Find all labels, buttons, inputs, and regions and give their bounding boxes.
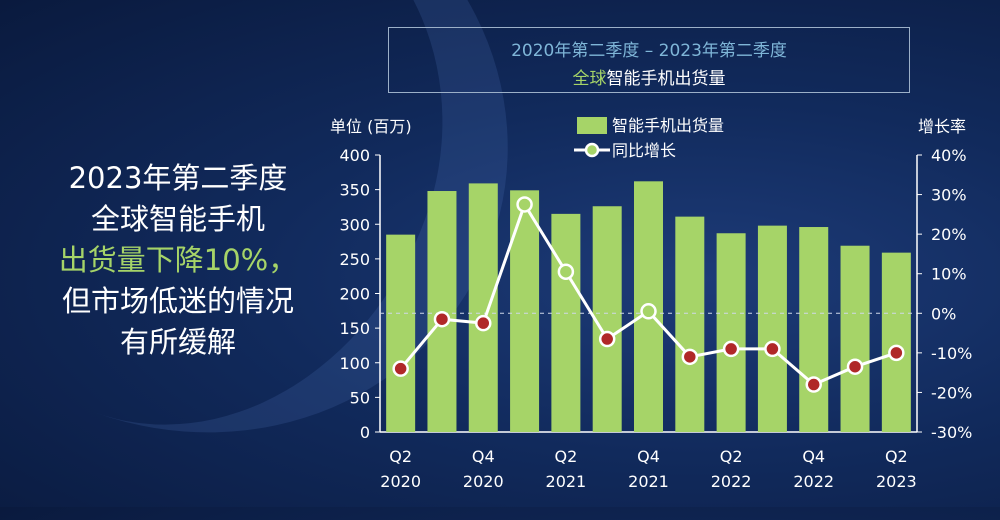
y-axis-title-right: 增长率 [918, 117, 966, 136]
growth-point [846, 358, 864, 375]
y-tick-label-right: -30% [931, 423, 972, 442]
bar [592, 206, 622, 432]
headline-line-2: 全球智能手机 [90, 202, 265, 236]
chart-title-rest: 智能手机出货量 [606, 69, 726, 89]
x-tick-label-quarter: Q2 [389, 447, 412, 466]
x-tick-label-year: 2023 [876, 472, 917, 491]
bar [881, 252, 911, 432]
legend-label-bar: 智能手机出货量 [612, 116, 724, 135]
growth-point [722, 340, 740, 358]
y-tick-label-right: 20% [931, 225, 967, 244]
headline-line-1: 2023年第二季度 [68, 161, 288, 195]
legend-label-line: 同比增长 [612, 141, 676, 160]
y-tick-label-left: 250 [339, 250, 370, 269]
headline: 2023年第二季度 全球智能手机 出货量下降10%， 但市场低迷的情况 有所缓解 [28, 158, 328, 363]
chart-title-green: 全球 [572, 69, 607, 89]
x-tick-label-quarter: Q2 [720, 447, 743, 466]
growth-point [475, 314, 492, 332]
y-tick-label-left: 350 [339, 181, 370, 200]
y-tick-label-right: 0% [931, 304, 956, 323]
growth-point [805, 376, 822, 393]
growth-point [433, 310, 451, 328]
y-tick-label-left: 200 [339, 285, 370, 304]
legend-swatch-bar [577, 117, 607, 134]
chart-title-line-2: 全球智能手机出货量 [389, 64, 909, 89]
bar [799, 227, 829, 432]
growth-point [764, 340, 781, 358]
y-tick-label-left: 50 [350, 388, 370, 407]
legend-swatch-marker [584, 142, 600, 158]
bar [386, 234, 416, 432]
y-tick-label-right: 30% [931, 186, 967, 205]
chart-title-line-1: 2020年第二季度 – 2023年第二季度 [511, 41, 787, 61]
headline-line-3: 出货量下降10%， [58, 243, 298, 277]
x-tick-label-quarter: Q2 [885, 447, 908, 466]
chart: 400 350 300 250 200 150 100 50 0 40% 30% 20% 10% 0% -1… [330, 116, 972, 491]
bar [551, 213, 581, 432]
bar [757, 225, 787, 432]
y-tick-label-left: 400 [339, 146, 370, 165]
x-tick-label-year: 2022 [793, 472, 834, 491]
y-tick-label-left: 150 [339, 319, 370, 338]
bar [510, 190, 540, 432]
growth-point [557, 263, 575, 280]
y-tick-label-left: 0 [360, 423, 370, 442]
y-tick-label-left: 100 [339, 354, 370, 373]
chart-title-box: 2020年第二季度 – 2023年第二季度 全球智能手机出货量 [388, 27, 910, 93]
y-tick-label-right: 40% [931, 146, 967, 165]
growth-point [516, 196, 533, 213]
x-tick-label-year: 2020 [380, 472, 421, 491]
growth-point [392, 360, 409, 377]
growth-point [681, 348, 699, 366]
headline-line-4: 但市场低迷的情况 [61, 284, 294, 318]
growth-point [598, 330, 616, 348]
y-tick-label-right: 10% [931, 265, 967, 284]
x-tick-label-year: 2021 [628, 472, 669, 491]
y-axis-title-left: 单位 (百万) [330, 117, 412, 136]
y-tick-label-right: -20% [931, 383, 972, 402]
y-tick-label-right: -10% [931, 344, 972, 363]
y-tick-label-left: 300 [339, 215, 370, 234]
x-tick-label-year: 2021 [546, 472, 587, 491]
x-tick-label-quarter: Q4 [637, 447, 660, 466]
bar [716, 233, 746, 432]
bar [840, 245, 870, 432]
x-tick-label-quarter: Q4 [802, 447, 825, 466]
bar [675, 216, 705, 432]
x-tick-label-year: 2022 [711, 472, 752, 491]
headline-line-5: 有所缓解 [119, 325, 236, 359]
growth-point [640, 303, 657, 320]
growth-point [888, 344, 905, 362]
bar [468, 183, 498, 432]
x-tick-label-year: 2020 [463, 472, 504, 491]
x-tick-label-quarter: Q4 [472, 447, 495, 466]
x-tick-label-quarter: Q2 [554, 447, 577, 466]
